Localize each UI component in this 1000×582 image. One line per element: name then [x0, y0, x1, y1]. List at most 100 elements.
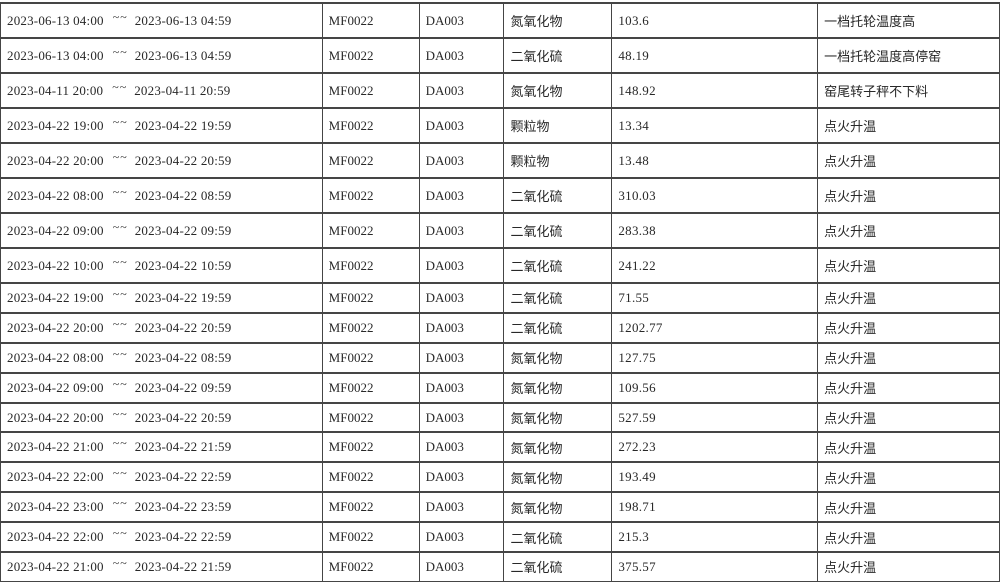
time-range-cell: 2023-04-22 10:00 ~~ 2023-04-22 10:59	[0, 247, 323, 284]
device-code-cell: DA003	[418, 371, 505, 404]
table-row: 2023-04-22 09:00 ~~ 2023-04-22 09:59 MF002…	[0, 371, 1000, 404]
time-separator: ~~	[112, 79, 128, 94]
time-start: 2023-04-22 19:00	[7, 289, 104, 305]
time-range-cell: 2023-06-13 04:00 ~~ 2023-06-13 04:59	[0, 37, 323, 74]
value-cell: 13.48	[611, 142, 819, 179]
point-code-cell: MF0022	[321, 142, 420, 179]
time-separator: ~~	[112, 526, 128, 541]
time-end: 2023-04-22 21:59	[134, 558, 232, 574]
value-cell: 215.3	[611, 521, 819, 554]
device-code-cell: DA003	[418, 177, 505, 214]
table-row: 2023-04-22 22:00 ~~ 2023-04-22 22:59 MF002…	[0, 521, 1000, 554]
time-range-cell: 2023-04-22 22:00 ~~ 2023-04-22 22:59	[0, 461, 323, 494]
time-range-cell: 2023-04-22 20:00 ~~ 2023-04-22 20:59	[0, 142, 323, 179]
time-separator: ~~	[112, 9, 128, 24]
time-separator: ~~	[112, 436, 128, 451]
time-separator: ~~	[112, 406, 128, 421]
pollutant-cell: 颗粒物	[503, 107, 613, 144]
device-code-cell: DA003	[418, 2, 505, 39]
value-cell: 283.38	[611, 212, 819, 249]
time-end: 2023-04-22 22:59	[134, 529, 232, 545]
device-code-cell: DA003	[418, 401, 505, 434]
reason-cell: 点火升温	[817, 461, 1000, 494]
value-cell: 13.34	[611, 107, 819, 144]
time-separator: ~~	[112, 346, 128, 361]
time-end: 2023-04-22 10:59	[134, 257, 232, 273]
point-code-cell: MF0022	[321, 107, 420, 144]
device-code-cell: DA003	[418, 72, 505, 109]
device-code-cell: DA003	[418, 521, 505, 554]
value-cell: 375.57	[611, 551, 819, 582]
reason-cell: 点火升温	[817, 491, 1000, 524]
reason-cell: 点火升温	[817, 212, 1000, 249]
time-end: 2023-04-22 22:59	[134, 469, 232, 485]
point-code-cell: MF0022	[321, 521, 420, 554]
table-row: 2023-06-13 04:00 ~~ 2023-06-13 04:59 MF002…	[0, 2, 1000, 39]
time-start: 2023-04-22 23:00	[7, 499, 104, 515]
reason-cell: 点火升温	[817, 142, 1000, 179]
point-code-cell: MF0022	[321, 551, 420, 582]
table-row: 2023-04-22 21:00 ~~ 2023-04-22 21:59 MF002…	[0, 431, 1000, 464]
pollutant-cell: 二氧化硫	[503, 311, 613, 344]
device-code-cell: DA003	[418, 282, 505, 314]
reason-cell: 一档托轮温度高停窑	[817, 37, 1000, 74]
value-cell: 198.71	[611, 491, 819, 524]
device-code-cell: DA003	[418, 212, 505, 249]
table-row: 2023-04-22 23:00 ~~ 2023-04-22 23:59 MF002…	[0, 491, 1000, 524]
device-code-cell: DA003	[418, 461, 505, 494]
time-range-cell: 2023-04-22 20:00 ~~ 2023-04-22 20:59	[0, 401, 323, 434]
pollutant-cell: 氮氧化物	[503, 72, 613, 109]
time-start: 2023-04-11 20:00	[7, 82, 104, 98]
value-cell: 193.49	[611, 461, 819, 494]
table-row: 2023-04-22 09:00 ~~ 2023-04-22 09:59 MF002…	[0, 212, 1000, 249]
time-separator: ~~	[112, 555, 128, 570]
time-start: 2023-04-22 08:00	[7, 349, 104, 365]
time-end: 2023-04-22 20:59	[134, 152, 232, 168]
table-row: 2023-04-22 20:00 ~~ 2023-04-22 20:59 MF002…	[0, 401, 1000, 434]
point-code-cell: MF0022	[321, 491, 420, 524]
pollutant-cell: 二氧化硫	[503, 177, 613, 214]
point-code-cell: MF0022	[321, 247, 420, 284]
point-code-cell: MF0022	[321, 431, 420, 464]
reason-cell: 点火升温	[817, 107, 1000, 144]
time-separator: ~~	[112, 286, 128, 301]
device-code-cell: DA003	[418, 107, 505, 144]
pollutant-cell: 二氧化硫	[503, 551, 613, 582]
time-range-cell: 2023-04-22 19:00 ~~ 2023-04-22 19:59	[0, 282, 323, 314]
reason-cell: 点火升温	[817, 282, 1000, 314]
table-row: 2023-04-22 20:00 ~~ 2023-04-22 20:59 MF002…	[0, 311, 1000, 344]
reason-cell: 点火升温	[817, 401, 1000, 434]
reason-cell: 点火升温	[817, 177, 1000, 214]
point-code-cell: MF0022	[321, 341, 420, 374]
time-end: 2023-04-22 19:59	[134, 117, 232, 133]
reason-cell: 点火升温	[817, 551, 1000, 582]
table-row: 2023-04-11 20:00 ~~ 2023-04-11 20:59 MF002…	[0, 72, 1000, 109]
value-cell: 272.23	[611, 431, 819, 464]
time-end: 2023-04-22 19:59	[134, 289, 232, 305]
table-row: 2023-04-22 22:00 ~~ 2023-04-22 22:59 MF002…	[0, 461, 1000, 494]
table-row: 2023-04-22 21:00 ~~ 2023-04-22 21:59 MF002…	[0, 551, 1000, 582]
time-range-cell: 2023-04-22 22:00 ~~ 2023-04-22 22:59	[0, 521, 323, 554]
value-cell: 71.55	[611, 282, 819, 314]
time-separator: ~~	[112, 114, 128, 129]
point-code-cell: MF0022	[321, 2, 420, 39]
point-code-cell: MF0022	[321, 461, 420, 494]
point-code-cell: MF0022	[321, 37, 420, 74]
device-code-cell: DA003	[418, 341, 505, 374]
time-end: 2023-04-22 08:59	[134, 187, 232, 203]
device-code-cell: DA003	[418, 142, 505, 179]
device-code-cell: DA003	[418, 37, 505, 74]
pollutant-cell: 氮氧化物	[503, 461, 613, 494]
time-start: 2023-04-22 20:00	[7, 319, 104, 335]
reason-cell: 一档托轮温度高	[817, 2, 1000, 39]
reason-cell: 点火升温	[817, 371, 1000, 404]
pollutant-cell: 氮氧化物	[503, 491, 613, 524]
time-range-cell: 2023-04-22 09:00 ~~ 2023-04-22 09:59	[0, 212, 323, 249]
time-range-cell: 2023-04-22 20:00 ~~ 2023-04-22 20:59	[0, 311, 323, 344]
pollutant-cell: 氮氧化物	[503, 431, 613, 464]
point-code-cell: MF0022	[321, 177, 420, 214]
pollutant-cell: 氮氧化物	[503, 371, 613, 404]
pollutant-cell: 二氧化硫	[503, 37, 613, 74]
